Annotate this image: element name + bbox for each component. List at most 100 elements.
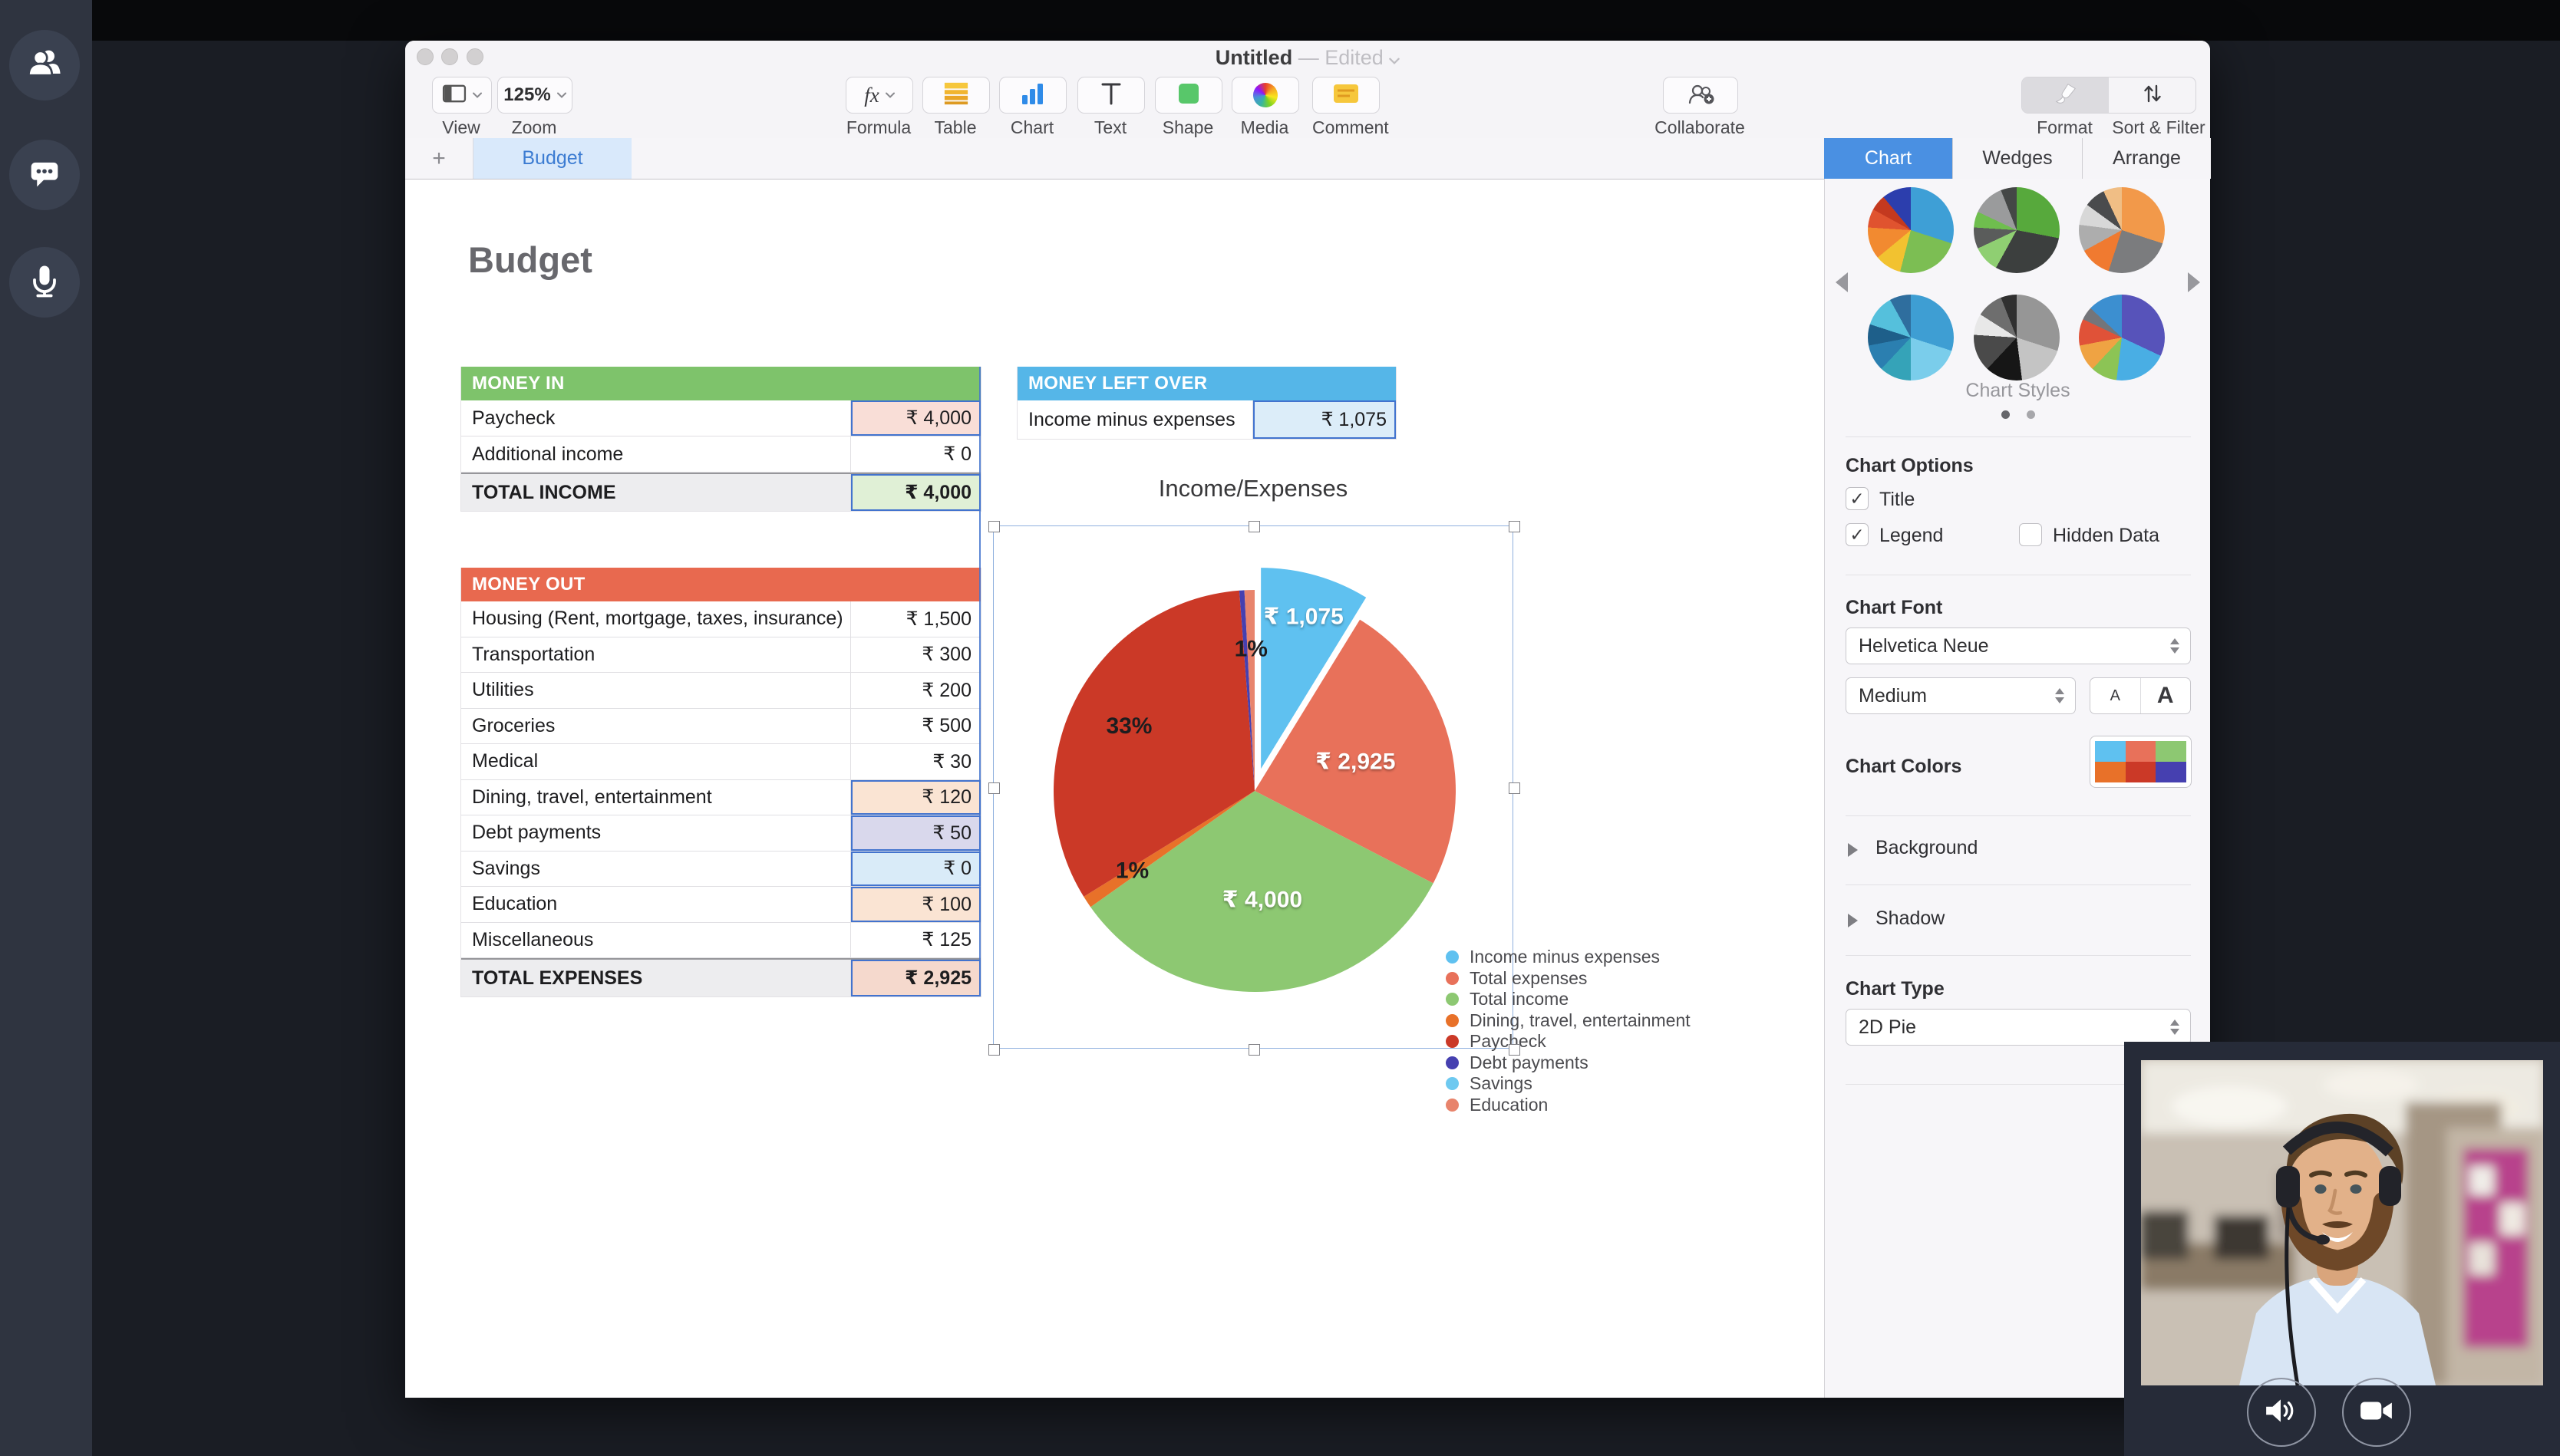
page-dot[interactable] <box>2026 410 2035 419</box>
row-label-cell[interactable]: Medical <box>472 750 539 772</box>
chart-style-thumbnail[interactable] <box>1868 295 1954 380</box>
formula-button[interactable]: fx <box>846 77 913 114</box>
title-checkbox[interactable]: ✓ <box>1846 487 1869 510</box>
table-row: Dining, travel, entertainment ₹ 120 <box>461 779 981 815</box>
row-label-cell[interactable]: Paycheck <box>472 407 556 429</box>
chart-style-thumbnail[interactable] <box>1974 295 2060 380</box>
pie-slice[interactable] <box>1261 568 1367 769</box>
selection-handle[interactable] <box>988 520 1000 532</box>
format-button-label: Format <box>2037 117 2093 137</box>
zoom-control[interactable]: 125% <box>497 77 572 114</box>
row-value-cell[interactable]: ₹ 1,075 <box>1252 400 1396 439</box>
view-button[interactable] <box>432 77 492 114</box>
comment-button[interactable] <box>1312 77 1380 114</box>
add-sheet-button[interactable]: + <box>405 138 473 179</box>
panel-tab-chart[interactable]: Chart <box>1824 138 1952 179</box>
row-value-cell[interactable]: ₹ 120 <box>850 779 981 815</box>
close-window-button[interactable] <box>417 48 434 65</box>
selection-handle[interactable] <box>1508 782 1520 794</box>
styles-prev-arrow[interactable] <box>1836 272 1848 292</box>
row-label-cell[interactable]: Debt payments <box>472 822 602 844</box>
table-button[interactable] <box>922 77 990 114</box>
chart-style-thumbnail[interactable] <box>1974 187 2060 273</box>
minimize-window-button[interactable] <box>441 48 458 65</box>
font-family-select[interactable]: Helvetica Neue <box>1846 628 2191 664</box>
text-button[interactable] <box>1077 77 1145 114</box>
media-button[interactable] <box>1232 77 1299 114</box>
row-label-cell[interactable]: Dining, travel, entertainment <box>472 786 712 808</box>
pie-slice[interactable] <box>1090 791 1433 992</box>
row-label-cell[interactable]: Utilities <box>472 679 534 701</box>
font-family-value: Helvetica Neue <box>1859 634 1989 657</box>
panel-tab-wedges[interactable]: Wedges <box>1952 138 2082 179</box>
chart-type-select[interactable]: 2D Pie <box>1846 1009 2191 1046</box>
chart-colors-label: Chart Colors <box>1846 756 1962 777</box>
row-label-cell[interactable]: TOTAL EXPENSES <box>472 967 643 989</box>
chat-button[interactable] <box>9 140 80 210</box>
row-value-cell[interactable]: ₹ 0 <box>850 851 981 886</box>
row-value-cell[interactable]: ₹ 300 <box>850 637 981 672</box>
pie-slice[interactable] <box>1239 590 1255 791</box>
format-button[interactable] <box>2022 77 2109 113</box>
row-label-cell[interactable]: Housing (Rent, mortgage, taxes, insuranc… <box>472 608 843 630</box>
row-label-cell[interactable]: Additional income <box>472 443 624 465</box>
row-label-cell[interactable]: TOTAL INCOME <box>472 481 616 503</box>
styles-next-arrow[interactable] <box>2188 272 2200 292</box>
pie-slice[interactable] <box>1244 590 1255 791</box>
font-weight-select[interactable]: Medium <box>1846 677 2076 714</box>
shadow-section[interactable]: Shadow <box>1875 908 1945 929</box>
selection-handle[interactable] <box>988 782 1000 794</box>
sort-filter-button[interactable] <box>2109 77 2195 113</box>
hidden-data-checkbox[interactable] <box>2019 523 2042 546</box>
row-value-cell[interactable]: ₹ 30 <box>850 744 981 779</box>
pie-slice[interactable] <box>1054 590 1255 897</box>
chart-selection-box[interactable]: ₹ 1,075 ₹ 2,925 ₹ 4,000 1% 33% 1% <box>988 520 1520 1056</box>
row-label-cell[interactable]: Groceries <box>472 714 556 736</box>
row-value-cell[interactable]: ₹ 4,000 <box>850 474 981 511</box>
pie-slice[interactable] <box>1255 619 1456 884</box>
row-value-cell[interactable]: ₹ 0 <box>850 436 981 472</box>
background-section[interactable]: Background <box>1875 837 1978 858</box>
chart-style-thumbnail[interactable] <box>2079 295 2165 380</box>
collaborate-button[interactable] <box>1663 77 1738 114</box>
row-value-cell[interactable]: ₹ 200 <box>850 673 981 708</box>
legend-checkbox[interactable]: ✓ <box>1846 523 1869 546</box>
increase-font-button[interactable]: A <box>2156 683 2174 708</box>
panel-tab-arrange[interactable]: Arrange <box>2082 138 2211 179</box>
row-value-cell[interactable]: ₹ 2,925 <box>850 960 981 996</box>
row-value-cell[interactable]: ₹ 125 <box>850 922 981 957</box>
decrease-font-button[interactable]: A <box>2090 678 2141 713</box>
comment-icon <box>1332 82 1360 109</box>
shape-button[interactable] <box>1155 77 1222 114</box>
chart-style-thumbnail[interactable] <box>2079 187 2165 273</box>
microphone-button[interactable] <box>9 247 80 318</box>
row-label-cell[interactable]: Miscellaneous <box>472 928 594 950</box>
page-dot[interactable] <box>2001 410 2010 419</box>
row-label-cell[interactable]: Transportation <box>472 643 595 665</box>
formula-icon: fx <box>864 83 879 107</box>
selection-handle[interactable] <box>1248 520 1260 532</box>
row-label-cell[interactable]: Savings <box>472 857 540 879</box>
row-value-cell[interactable]: ₹ 4,000 <box>850 400 981 436</box>
camera-button[interactable] <box>2342 1378 2411 1447</box>
selection-handle[interactable] <box>1508 520 1520 532</box>
selection-handle[interactable] <box>988 1043 1000 1056</box>
chart-style-thumbnail[interactable] <box>1868 187 1954 273</box>
row-value-cell[interactable]: ₹ 500 <box>850 708 981 743</box>
row-value-cell[interactable]: ₹ 100 <box>850 887 981 922</box>
chart-colors-swatch[interactable] <box>2090 736 2192 788</box>
row-label-cell[interactable]: Income minus expenses <box>1028 408 1235 430</box>
disclosure-triangle-icon[interactable] <box>1848 914 1858 927</box>
zoom-window-button[interactable] <box>467 48 483 65</box>
chart-button[interactable] <box>999 77 1067 114</box>
row-label-cell[interactable]: Education <box>472 893 558 915</box>
sheet-tab-budget[interactable]: Budget <box>473 138 632 179</box>
disclosure-triangle-icon[interactable] <box>1848 843 1858 857</box>
selection-handle[interactable] <box>1508 1043 1520 1056</box>
speaker-button[interactable] <box>2247 1378 2316 1447</box>
selection-handle[interactable] <box>1248 1043 1260 1056</box>
pie-slice[interactable] <box>1084 791 1255 908</box>
row-value-cell[interactable]: ₹ 50 <box>850 815 981 851</box>
participants-button[interactable] <box>9 30 80 100</box>
row-value-cell[interactable]: ₹ 1,500 <box>850 601 981 637</box>
